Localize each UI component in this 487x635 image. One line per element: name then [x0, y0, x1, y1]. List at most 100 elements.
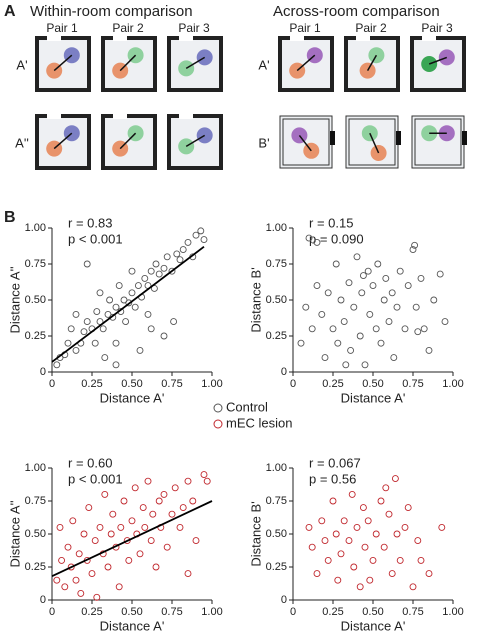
- point: [160, 264, 168, 272]
- point: [179, 504, 187, 512]
- point: [390, 354, 398, 362]
- pair-link: [119, 54, 137, 72]
- point: [404, 282, 412, 290]
- point: [345, 279, 353, 287]
- x-tick-label: 0.25: [322, 378, 343, 390]
- point: [189, 497, 197, 505]
- point: [179, 246, 187, 254]
- fit-line: [51, 246, 205, 363]
- point: [409, 246, 417, 254]
- y-tick-label: 0.50: [25, 528, 46, 540]
- point: [88, 570, 96, 578]
- point: [122, 318, 130, 326]
- point: [109, 510, 117, 518]
- row-label: B': [258, 135, 269, 150]
- point: [106, 296, 114, 304]
- point: [385, 510, 393, 518]
- point: [313, 282, 321, 290]
- room-box: [345, 115, 399, 169]
- point: [388, 570, 396, 578]
- point: [361, 543, 369, 551]
- cue-card: [330, 131, 335, 145]
- x-tick-label: 0: [290, 378, 296, 390]
- pair-link: [428, 56, 448, 65]
- point: [353, 253, 361, 261]
- point: [125, 299, 133, 307]
- point: [107, 530, 115, 538]
- point: [382, 274, 390, 282]
- point: [101, 354, 109, 362]
- x-tick-label: 0.75: [161, 606, 182, 618]
- point: [160, 332, 168, 340]
- y-tick-label: 0.50: [266, 294, 287, 306]
- y-tick-label: 0: [40, 366, 46, 378]
- point: [176, 523, 184, 531]
- point: [369, 556, 377, 564]
- pair-link: [185, 56, 206, 70]
- x-tick-label: 0: [49, 378, 55, 390]
- cue-gap: [179, 113, 193, 119]
- point: [91, 339, 99, 347]
- room-box: [278, 36, 334, 92]
- point: [91, 537, 99, 545]
- point: [382, 484, 390, 492]
- point: [64, 543, 72, 551]
- x-tick-label: 0.50: [121, 378, 142, 390]
- point: [128, 267, 136, 275]
- point: [173, 250, 181, 258]
- point: [128, 289, 136, 297]
- point: [203, 477, 211, 485]
- y-axis-label: Distance B': [248, 501, 263, 566]
- point: [101, 490, 109, 498]
- point: [72, 576, 80, 584]
- x-tick-label: 0.75: [161, 378, 182, 390]
- legend-label: mEC lesion: [226, 415, 292, 430]
- point: [414, 537, 422, 545]
- point: [197, 227, 205, 235]
- point: [372, 325, 380, 333]
- point: [96, 523, 104, 531]
- point: [430, 296, 438, 304]
- point: [93, 593, 101, 601]
- point: [425, 570, 433, 578]
- point: [356, 583, 364, 591]
- point: [374, 260, 382, 268]
- point: [414, 328, 422, 336]
- point: [305, 234, 313, 242]
- point: [409, 583, 417, 591]
- point: [404, 504, 412, 512]
- point: [144, 477, 152, 485]
- point: [104, 563, 112, 571]
- pair-link: [296, 54, 316, 72]
- cue-gap: [290, 35, 304, 41]
- x-tick-label: 0.75: [402, 378, 423, 390]
- point: [168, 510, 176, 518]
- point: [141, 523, 149, 531]
- row-label: A': [16, 57, 27, 72]
- point: [332, 260, 340, 268]
- cue-gap: [356, 35, 370, 41]
- point: [152, 260, 160, 268]
- point: [441, 318, 449, 326]
- point: [361, 361, 369, 369]
- point: [329, 497, 337, 505]
- point: [358, 289, 366, 297]
- y-tick-label: 0: [281, 594, 287, 606]
- point: [321, 354, 329, 362]
- point: [141, 274, 149, 282]
- y-tick-label: 1.00: [25, 222, 46, 234]
- y-tick-label: 0.25: [25, 330, 46, 342]
- pair-link: [185, 134, 206, 148]
- pair-label: Pair 2: [355, 21, 387, 35]
- point: [388, 289, 396, 297]
- point: [425, 346, 433, 354]
- y-tick-label: 1.00: [266, 462, 287, 474]
- point: [170, 318, 178, 326]
- point: [396, 556, 404, 564]
- x-axis-label: Distance A': [100, 618, 165, 633]
- x-tick-label: 0.75: [402, 606, 423, 618]
- point: [318, 310, 326, 318]
- point: [75, 550, 83, 558]
- point: [324, 289, 332, 297]
- point: [184, 238, 192, 246]
